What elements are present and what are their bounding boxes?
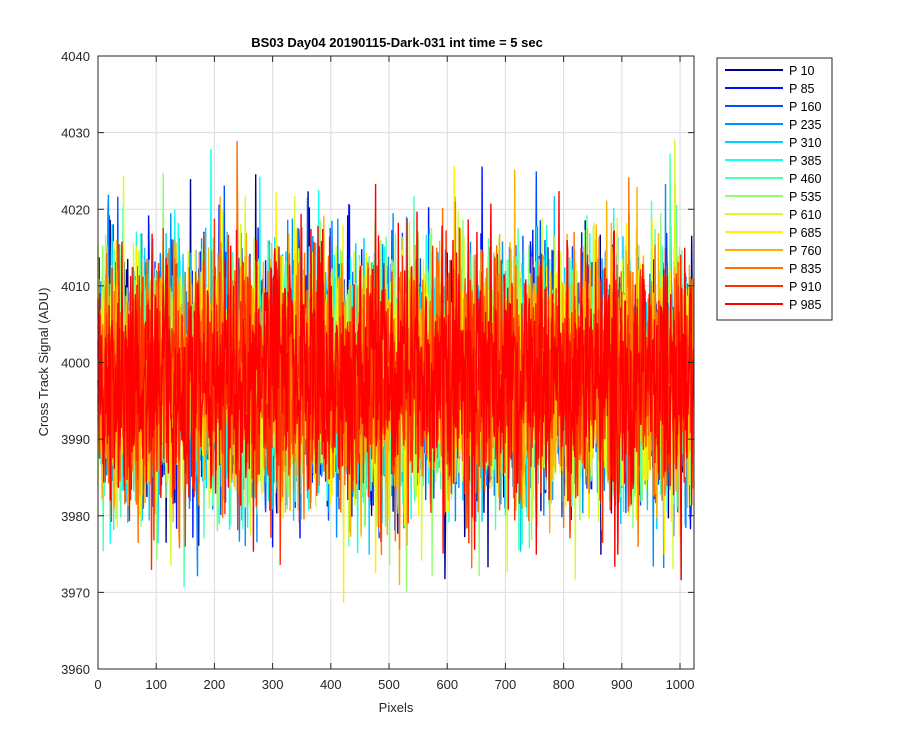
- x-tick-label: 300: [262, 677, 284, 692]
- x-tick-labels: 0 100 200 300 400 500 600 700 800 900 1000: [94, 677, 694, 692]
- chart-title: BS03 Day04 20190115-Dark-031 int time = …: [251, 35, 543, 50]
- legend[interactable]: P 10 P 85 P 160 P 235 P 310 P 385 P 460 P 535 P …: [716, 57, 833, 321]
- x-tick-label: 600: [436, 677, 458, 692]
- series-layer: [97, 139, 695, 603]
- x-tick-label: 100: [145, 677, 167, 692]
- x-tick-label: 800: [553, 677, 575, 692]
- y-tick-label: 4000: [61, 356, 90, 371]
- x-tick-label: 1000: [666, 677, 695, 692]
- legend-entry-label: P 835: [789, 262, 821, 276]
- legend-entry-label: P 160: [789, 100, 821, 114]
- tick-marks: [97, 55, 694, 670]
- y-axis-label: Cross Track Signal (ADU): [36, 288, 51, 437]
- legend-entry-label: P 760: [789, 244, 821, 258]
- x-tick-label: 900: [611, 677, 633, 692]
- legend-entry-label: P 535: [789, 190, 821, 204]
- legend-entry-label: P 85: [789, 82, 815, 96]
- legend-entry-label: P 385: [789, 154, 821, 168]
- y-tick-label: 4030: [61, 126, 90, 141]
- legend-entry-label: P 685: [789, 226, 821, 240]
- y-tick-labels: 3960 3970 3980 3990 4000 4010 4020 4030 4040: [61, 49, 90, 677]
- y-tick-label: 3990: [61, 432, 90, 447]
- series-line-p-985: [97, 183, 695, 581]
- legend-entry-label: P 460: [789, 172, 821, 186]
- x-axis-label: Pixels: [379, 700, 414, 715]
- y-tick-label: 3980: [61, 509, 90, 524]
- legend-entry-label: P 910: [789, 280, 821, 294]
- y-tick-label: 4040: [61, 49, 90, 64]
- x-tick-label: 700: [495, 677, 517, 692]
- x-tick-label: 400: [320, 677, 342, 692]
- legend-box: [716, 57, 833, 321]
- x-tick-label: 0: [94, 677, 101, 692]
- x-tick-label: 200: [204, 677, 226, 692]
- y-tick-label: 4020: [61, 202, 90, 217]
- x-tick-label: 500: [378, 677, 400, 692]
- y-tick-label: 4010: [61, 279, 90, 294]
- legend-entry-label: P 10: [789, 64, 815, 78]
- y-tick-label: 3960: [61, 662, 90, 677]
- legend-entry-label: P 985: [789, 298, 821, 312]
- legend-entry-label: P 310: [789, 136, 821, 150]
- y-tick-label: 3970: [61, 585, 90, 600]
- legend-entry-label: P 610: [789, 208, 821, 222]
- legend-entry-label: P 235: [789, 118, 821, 132]
